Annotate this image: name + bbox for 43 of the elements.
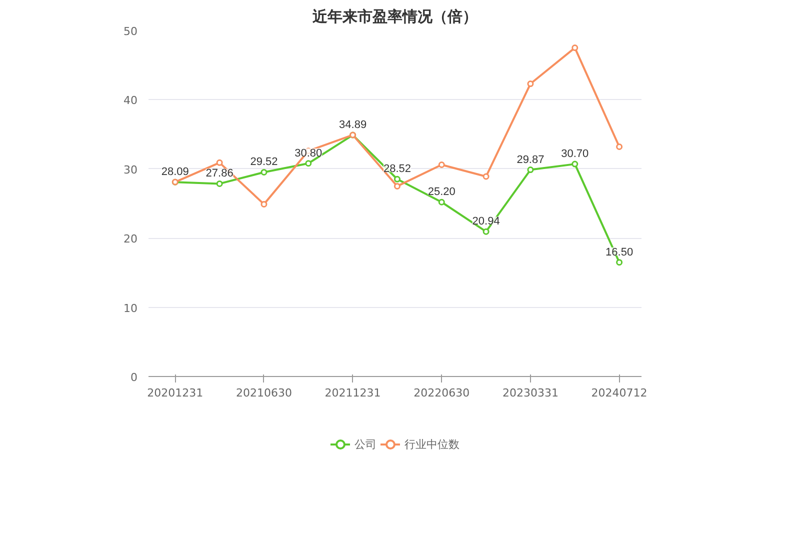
point: [438, 162, 445, 168]
chart-title: 近年来市盈率情况（倍）: [312, 8, 478, 26]
data-label: 30.80: [294, 147, 322, 160]
data-label: 34.89: [339, 119, 367, 132]
y-tick-label: 50: [124, 25, 138, 38]
point: [260, 168, 268, 176]
data-label: 30.70: [561, 148, 589, 160]
data-label: 29.87: [516, 154, 544, 166]
point: [305, 160, 312, 167]
point: [260, 200, 268, 208]
y-tick-label: 30: [124, 163, 138, 176]
point: [572, 160, 578, 168]
point: [438, 198, 445, 206]
y-tick-label: 10: [124, 302, 138, 315]
point: [482, 173, 490, 180]
point: [482, 228, 490, 235]
point: [616, 259, 623, 266]
data-label: 29.52: [250, 156, 278, 168]
point: [216, 159, 223, 166]
x-tick-label: 20240712: [591, 386, 648, 400]
y-tick-label: 40: [124, 94, 138, 108]
y-tick-label: 0: [130, 371, 138, 384]
x-tick-label: 20210630: [236, 386, 292, 400]
point: [572, 44, 578, 52]
data-label: 28.09: [161, 166, 189, 178]
data-label: 25.20: [428, 186, 456, 198]
legend-label: 行业中位数: [404, 436, 460, 452]
point: [216, 180, 223, 187]
data-label: 20.94: [472, 216, 500, 228]
data-label: 27.86: [206, 168, 234, 180]
x-tick-label: 20211231: [324, 386, 381, 400]
point: [394, 182, 400, 190]
point: [394, 176, 400, 182]
point: [527, 166, 534, 174]
point: [616, 144, 623, 150]
x-tick-label: 20220630: [414, 386, 470, 400]
data-label: 16.50: [606, 246, 634, 258]
x-tick-label: 20230331: [502, 386, 558, 400]
x-tick-label: 20201231: [147, 386, 204, 400]
legend-label: 公司: [354, 436, 376, 452]
data-label: 28.52: [383, 163, 411, 176]
point: [527, 80, 534, 88]
y-tick-label: 20: [124, 232, 138, 246]
